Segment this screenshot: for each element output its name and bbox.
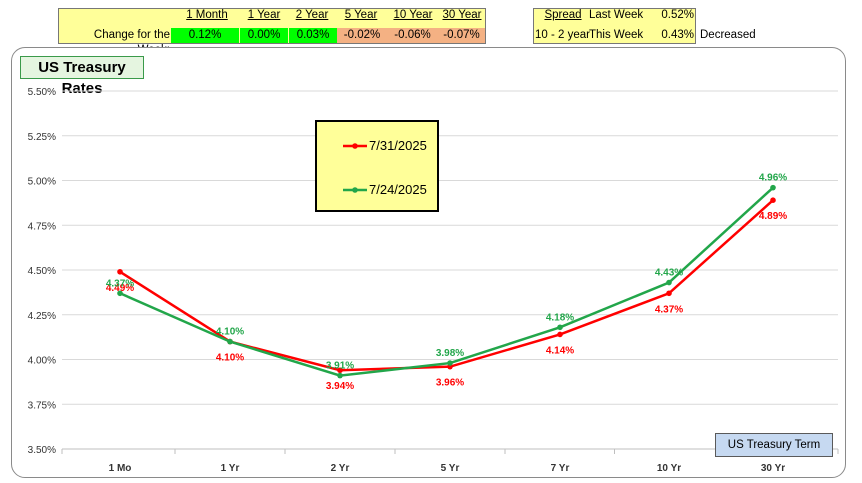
value-30-year: -0.07%	[438, 28, 485, 43]
header-30-year: 30 Year	[442, 9, 482, 21]
gridlines	[61, 90, 839, 454]
legend: 7/31/2025 7/24/2025	[315, 120, 439, 212]
legend-label-7-24: 7/24/2025	[369, 182, 427, 197]
data-point	[447, 360, 453, 366]
data-label: 4.37%	[655, 304, 683, 315]
legend-label-7-31: 7/31/2025	[369, 138, 427, 153]
last-week-value: 0.52%	[661, 9, 694, 21]
data-label: 4.14%	[546, 345, 574, 356]
value-2-year: 0.03%	[289, 28, 337, 43]
y-tick-label: 5.25%	[28, 132, 56, 143]
this-week-label: This Week	[589, 29, 644, 41]
data-label: 4.37%	[106, 278, 134, 289]
x-tick-label: 10 Yr	[657, 463, 681, 474]
x-tick-label: 2 Yr	[331, 463, 350, 474]
data-label: 4.18%	[546, 312, 574, 323]
data-label: 3.98%	[436, 348, 464, 359]
data-point	[227, 338, 233, 345]
legend-svg: 7/31/2025 7/24/2025	[343, 138, 427, 197]
data-label: 4.89%	[759, 211, 787, 222]
y-tick-label: 3.75%	[28, 400, 56, 411]
value-1-year: 0.00%	[240, 28, 288, 43]
spread-table	[533, 8, 696, 44]
data-label: 4.43%	[655, 268, 683, 279]
legend-marker-red	[352, 143, 358, 149]
data-point	[666, 290, 672, 297]
data-point	[117, 268, 123, 275]
y-tick-label: 4.75%	[28, 221, 56, 232]
y-tick-label: 3.50%	[28, 445, 56, 456]
chart-title: US Treasury Rates	[20, 56, 144, 97]
last-week-label: Last Week	[589, 9, 644, 21]
chart-frame	[11, 47, 846, 478]
term-axis-label: US Treasury Term	[715, 433, 833, 457]
x-tick-label: 1 Mo	[109, 463, 132, 474]
header-5-year: 5 Year	[344, 9, 378, 21]
y-tick-label: 5.00%	[28, 177, 56, 188]
data-label: 3.91%	[326, 361, 354, 372]
x-tick-label: 5 Yr	[441, 463, 460, 474]
data-point	[117, 290, 123, 297]
data-point	[557, 324, 563, 331]
spread-row-label: 10 - 2 year	[535, 29, 590, 41]
x-tick-label: 7 Yr	[551, 463, 570, 474]
data-label: 4.96%	[759, 173, 787, 184]
x-tick-label: 1 Yr	[221, 463, 240, 474]
y-tick-label: 4.00%	[28, 356, 56, 367]
data-point	[557, 331, 563, 338]
data-point	[337, 367, 343, 374]
y-axis-labels: 3.50% 3.75% 4.00% 4.25% 4.50% 4.75% 5.00% 5.25%…	[28, 87, 56, 456]
y-tick-label: 4.25%	[28, 311, 56, 322]
this-week-value: 0.43%	[661, 29, 694, 41]
data-label: 3.96%	[436, 378, 464, 389]
value-10-year: -0.06%	[387, 28, 438, 43]
data-point	[337, 372, 343, 379]
value-1-month: 0.12%	[171, 28, 239, 43]
x-axis-labels: 1 Mo 1 Yr 2 Yr 5 Yr 7 Yr 10 Yr 30 Yr	[109, 463, 786, 474]
data-label: 4.10%	[216, 353, 244, 364]
series-lines	[117, 184, 776, 379]
header-1-year: 1 Year	[247, 9, 281, 21]
header-10-year: 10 Year	[393, 9, 433, 21]
data-label: 4.10%	[216, 327, 244, 338]
spread-header: Spread	[544, 9, 582, 21]
legend-marker-green	[352, 187, 358, 193]
data-point	[770, 197, 776, 203]
spread-status: Decreased	[700, 29, 756, 41]
x-tick-label: 30 Yr	[761, 463, 785, 474]
y-tick-label: 5.50%	[28, 87, 56, 98]
header-2-year: 2 Year	[295, 9, 329, 21]
data-label: 3.94%	[326, 381, 354, 392]
data-point	[770, 184, 776, 191]
header-1-month: 1 Month	[186, 9, 228, 21]
value-5-year: -0.02%	[337, 28, 387, 43]
y-tick-label: 4.50%	[28, 266, 56, 277]
data-label: 4.49%	[106, 283, 134, 294]
data-point	[666, 279, 672, 286]
data-labels: 4.49% 4.10% 3.94% 3.96% 4.14% 4.37% 4.89% 4.37%…	[106, 173, 787, 393]
